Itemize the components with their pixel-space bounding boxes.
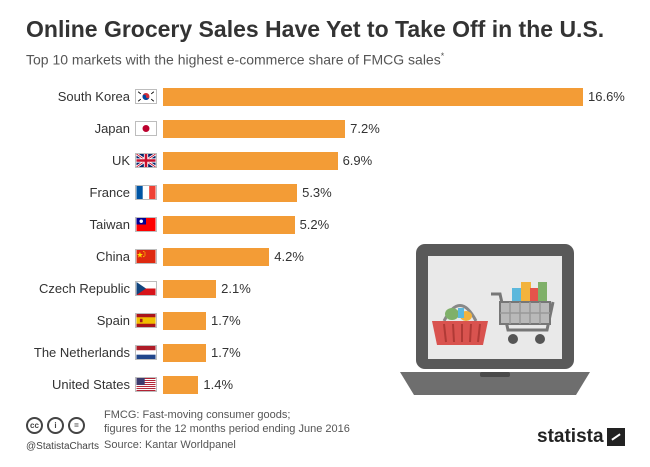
value-label: 6.9% — [342, 153, 373, 168]
united-states-flag-icon — [135, 377, 157, 392]
category-label: South Korea — [57, 89, 130, 104]
bar — [163, 344, 206, 362]
value-label: 4.2% — [274, 249, 304, 264]
value-label: 1.7% — [211, 313, 241, 328]
source-note: Source: Kantar Worldpanel — [104, 439, 236, 451]
category-label: The Netherlands — [33, 345, 130, 360]
bar — [163, 216, 295, 234]
bar — [163, 312, 206, 330]
bar — [163, 184, 298, 202]
category-label: UK — [111, 153, 130, 168]
bar — [163, 376, 199, 394]
taiwan-flag-icon — [135, 217, 157, 232]
uk-flag-icon — [135, 153, 157, 168]
value-label: 1.4% — [203, 377, 234, 392]
bar — [163, 280, 217, 298]
category-label: United States — [51, 377, 130, 392]
spain-flag-icon — [135, 313, 157, 328]
statista-logo-text: statista — [537, 426, 604, 447]
category-label: Japan — [94, 121, 130, 136]
value-label: 1.7% — [211, 345, 241, 360]
value-label: 5.3% — [302, 185, 332, 200]
statista-handle: @StatistaCharts — [26, 441, 99, 452]
bar — [163, 152, 338, 170]
no-derivatives-icon: = — [68, 417, 85, 434]
attribution-icon: i — [47, 417, 64, 434]
value-label: 5.2% — [299, 217, 330, 232]
value-label: 16.6% — [588, 89, 625, 104]
chart-subtitle: Top 10 markets with the highest e-commer… — [26, 51, 444, 68]
creative-commons-icons: cc i = — [26, 417, 85, 434]
czech-republic-flag-icon — [135, 281, 157, 296]
category-label: France — [89, 185, 130, 200]
category-label: China — [96, 249, 130, 264]
statista-logo-mark-icon — [606, 428, 625, 446]
value-label: 2.1% — [221, 281, 251, 296]
category-label: Taiwan — [89, 217, 130, 232]
bar — [163, 88, 583, 106]
category-label: Czech Republic — [38, 281, 130, 296]
france-flag-icon — [135, 185, 157, 200]
category-label: Spain — [96, 313, 130, 328]
cc-icon: cc — [26, 417, 43, 434]
footnote-line-2: figures for the 12 months period ending … — [104, 423, 350, 435]
bar — [163, 248, 270, 266]
japan-flag-icon — [135, 121, 157, 136]
shopping-cart-icon — [491, 282, 555, 344]
bar — [163, 120, 346, 138]
footnote-line-1: FMCG: Fast-moving consumer goods; — [104, 409, 291, 421]
subtitle-footnote-mark: * — [440, 51, 445, 61]
chart-title: Online Grocery Sales Have Yet to Take Of… — [26, 16, 605, 42]
subtitle-text: Top 10 markets with the highest e-commer… — [26, 51, 441, 68]
value-label: 7.2% — [350, 121, 380, 136]
china-flag-icon — [135, 249, 157, 264]
shopping-basket-icon — [432, 304, 488, 345]
laptop-icon — [400, 244, 590, 395]
statista-logo: statista — [537, 426, 625, 448]
netherlands-flag-icon — [135, 345, 157, 360]
south-korea-flag-icon — [135, 89, 157, 104]
